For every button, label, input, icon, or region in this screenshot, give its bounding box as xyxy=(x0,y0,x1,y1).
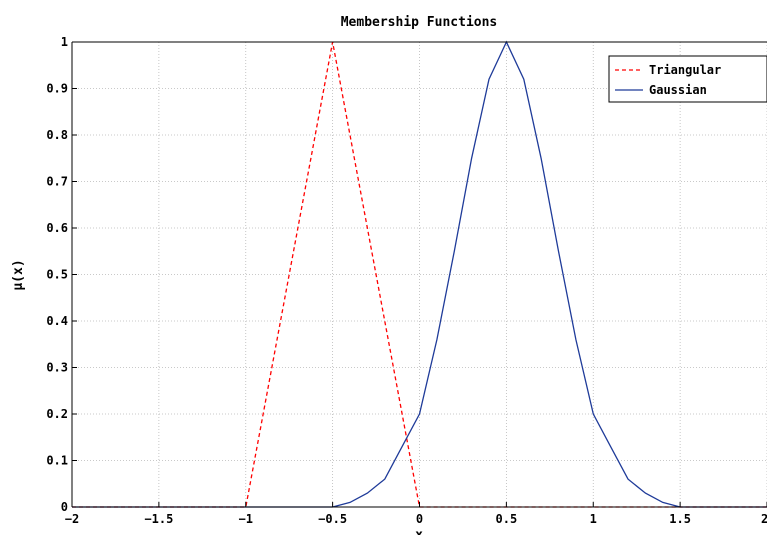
y-tick-label: 0.7 xyxy=(46,175,68,189)
legend: Triangular Gaussian xyxy=(608,55,767,103)
x-tick-label: −0.5 xyxy=(318,512,347,526)
x-tick-label: −1 xyxy=(239,512,253,526)
tick-labels: −2 −1.5 −1 −0.5 0 0.5 1 1.5 2 0 0.1 0.2 0.3 0.4 0.5 0.6… xyxy=(46,35,767,526)
y-tick-label: 0.6 xyxy=(46,221,68,235)
y-axis-label: μ(x) xyxy=(11,259,26,290)
y-tick-label: 0 xyxy=(61,500,68,514)
x-tick-label: −2 xyxy=(65,512,79,526)
y-tick-label: 0.1 xyxy=(46,454,68,468)
y-tick-label: 0.2 xyxy=(46,407,68,421)
x-tick-label: −1.5 xyxy=(144,512,173,526)
y-tick-label: 0.5 xyxy=(46,268,68,282)
x-tick-label: 1.5 xyxy=(669,512,691,526)
x-tick-label: 2 xyxy=(761,512,767,526)
y-tick-label: 1 xyxy=(61,35,68,49)
legend-label-triangular: Triangular xyxy=(649,63,721,77)
legend-box xyxy=(608,55,767,103)
x-tick-label: 0 xyxy=(416,512,423,526)
y-tick-label: 0.3 xyxy=(46,361,68,375)
axes xyxy=(71,41,767,508)
y-tick-label: 0.4 xyxy=(46,314,68,328)
y-tick-label: 0.8 xyxy=(46,128,68,142)
y-tick-label: 0.9 xyxy=(46,82,68,96)
x-axis-label: x xyxy=(415,528,423,535)
legend-label-gaussian: Gaussian xyxy=(649,83,707,97)
x-tick-label: 0.5 xyxy=(496,512,518,526)
chart-title: Membership Functions xyxy=(341,15,498,30)
x-tick-label: 1 xyxy=(590,512,597,526)
